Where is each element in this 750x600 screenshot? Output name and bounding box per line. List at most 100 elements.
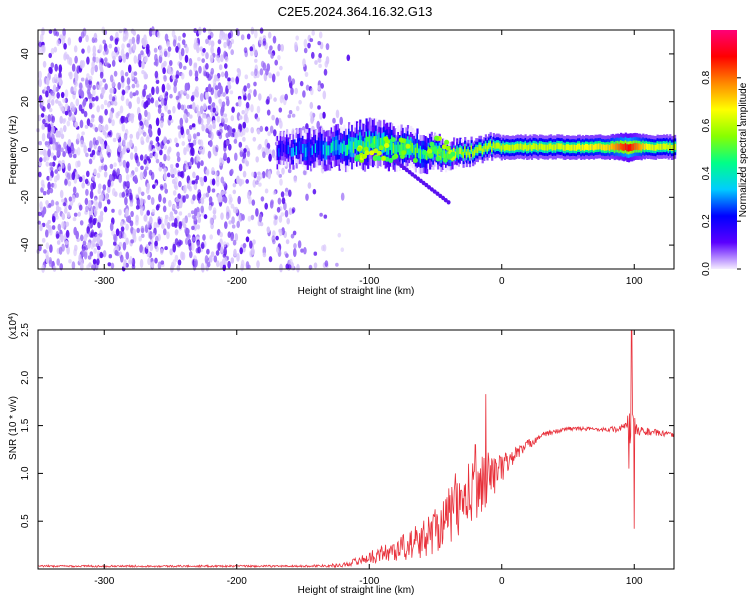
noise-point: [212, 78, 217, 85]
noise-point: [162, 197, 167, 204]
band-cell: [336, 139, 340, 151]
noise-point: [256, 105, 261, 114]
noise-point: [251, 171, 255, 177]
noise-point: [227, 77, 231, 82]
noise-point: [250, 104, 254, 113]
noise-point: [113, 70, 118, 77]
noise-point: [55, 233, 60, 239]
band-cell: [548, 143, 551, 150]
noise-point: [230, 77, 235, 83]
band-cell: [316, 144, 319, 154]
noise-point: [178, 221, 182, 230]
noise-point: [41, 183, 46, 189]
noise-point: [49, 162, 53, 167]
noise-point: [117, 82, 121, 90]
noise-point: [113, 162, 117, 167]
noise-point: [167, 84, 172, 91]
noise-point: [192, 102, 196, 111]
colorbar-tick-label: 0.6: [701, 118, 712, 132]
band-cell: [632, 143, 635, 151]
noise-point: [47, 102, 51, 110]
noise-point: [300, 248, 304, 253]
noise-point: [163, 97, 168, 106]
noise-point: [46, 189, 51, 195]
noise-point: [139, 197, 144, 207]
band-cell: [375, 135, 378, 148]
noise-point: [129, 133, 133, 139]
noise-point: [163, 182, 167, 190]
band-trail-point: [416, 176, 420, 181]
noise-point: [170, 167, 174, 175]
band-cell: [354, 137, 357, 149]
snr-panel: -300 -200 -100 0 100 0.5 1.0 1.5 2.0 2.5 Height …: [8, 313, 675, 596]
noise-point: [120, 69, 124, 77]
noise-point: [171, 173, 175, 178]
noise-point: [40, 113, 45, 118]
noise-point: [324, 260, 329, 267]
noise-point: [160, 260, 165, 265]
band-trail-point: [413, 174, 418, 179]
noise-point: [62, 28, 66, 36]
band-trail-point: [396, 161, 401, 166]
band-cell: [279, 143, 282, 153]
band-cell: [491, 145, 494, 152]
noise-point: [124, 116, 129, 124]
band-cell: [435, 146, 438, 155]
noise-point: [232, 128, 236, 133]
noise-point: [211, 167, 215, 175]
noise-point: [215, 55, 220, 61]
noise-point: [125, 85, 129, 94]
noise-point: [271, 73, 276, 83]
noise-point: [130, 239, 134, 244]
band-cell: [290, 147, 293, 157]
noise-point: [64, 89, 69, 98]
noise-point: [205, 128, 209, 134]
noise-point: [135, 83, 140, 88]
noise-point: [192, 171, 196, 179]
noise-point: [195, 154, 200, 163]
band-cell: [658, 143, 661, 150]
band-cell: [526, 145, 529, 152]
noise-point: [147, 194, 151, 200]
noise-point: [52, 84, 57, 94]
noise-point: [107, 151, 111, 158]
noise-point: [79, 119, 84, 129]
noise-point: [209, 255, 213, 263]
noise-point: [112, 137, 117, 143]
band-cell: [564, 145, 567, 152]
noise-point: [140, 50, 144, 56]
band-cell: [495, 142, 499, 149]
noise-point: [124, 196, 128, 206]
band-cell: [599, 143, 602, 150]
band-cell: [314, 143, 317, 153]
noise-point: [169, 211, 174, 218]
noise-point: [90, 182, 94, 191]
noise-point: [202, 48, 206, 53]
noise-point: [93, 208, 98, 216]
band-cell: [295, 146, 298, 155]
band-cell: [459, 147, 462, 154]
noise-point: [243, 47, 248, 54]
noise-point: [149, 140, 154, 146]
noise-point: [51, 225, 56, 230]
noise-point: [121, 89, 126, 96]
noise-point: [192, 133, 197, 140]
colorbar-gradient: [711, 30, 737, 269]
noise-point: [196, 160, 201, 169]
noise-point: [339, 116, 344, 126]
noise-point: [233, 248, 237, 257]
noise-point: [190, 210, 195, 215]
noise-point: [101, 142, 105, 151]
noise-point: [129, 173, 134, 178]
noise-point: [163, 167, 167, 174]
band-cell: [351, 141, 354, 153]
noise-point: [115, 112, 119, 119]
snr-x-ticks: -300 -200 -100 0 100: [94, 330, 643, 587]
noise-point: [133, 77, 138, 85]
noise-point: [210, 45, 214, 55]
noise-point: [159, 248, 164, 255]
noise-point: [236, 220, 240, 229]
band-trail-point: [399, 163, 404, 168]
noise-point: [83, 145, 87, 154]
band-trail-point: [446, 200, 451, 205]
